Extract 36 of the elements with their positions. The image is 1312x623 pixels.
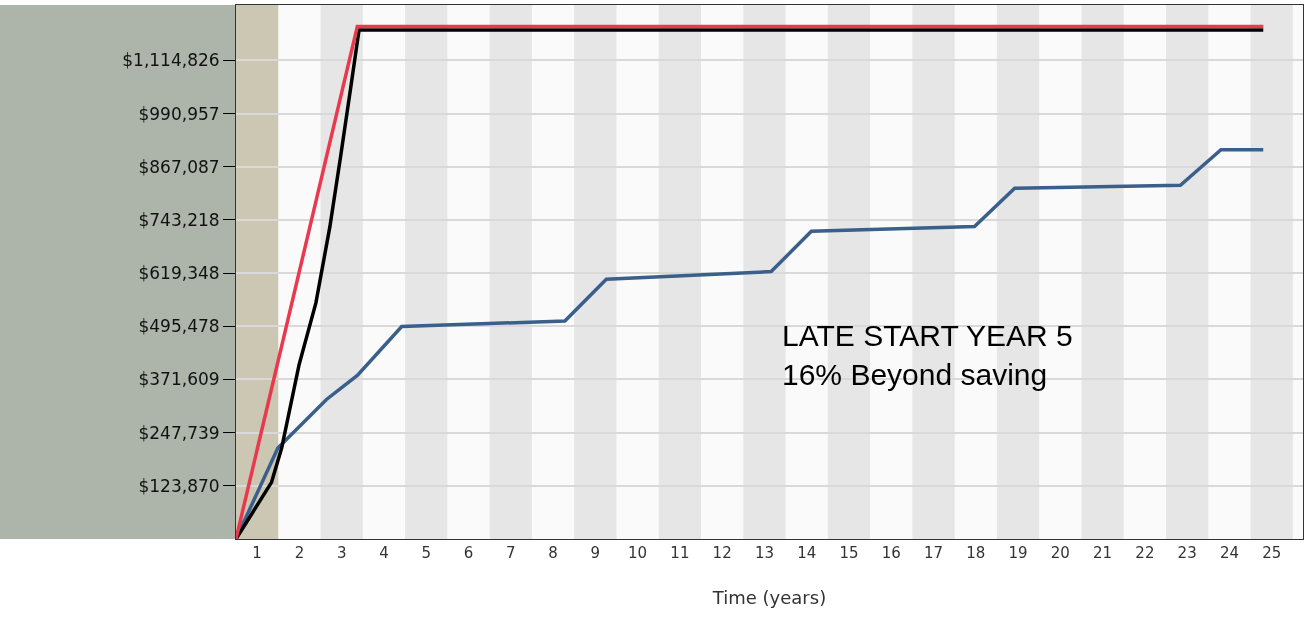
x-tick-label: 11 — [670, 544, 690, 562]
x-tick-label: 9 — [590, 544, 601, 562]
x-tick-label: 6 — [463, 544, 474, 562]
x-tick-label: 24 — [1219, 544, 1239, 562]
x-tick-label: 16 — [881, 544, 901, 562]
x-tick-label: 3 — [336, 544, 347, 562]
x-tick-label: 1 — [252, 544, 262, 562]
x-tick-label: 18 — [966, 544, 986, 562]
x-tick-label: 25 — [1262, 544, 1282, 562]
y-tick-label: $371,609 — [138, 369, 220, 390]
x-tick-label: 22 — [1135, 544, 1155, 562]
x-tick-label: 8 — [548, 544, 558, 562]
x-tick-label: 2 — [294, 544, 305, 562]
x-axis-title: Time (years) — [711, 587, 827, 609]
y-tick-label: $619,348 — [138, 263, 220, 284]
x-tick-label: 4 — [379, 544, 389, 562]
x-tick-label: 17 — [923, 544, 944, 562]
x-tick-label: 12 — [712, 544, 732, 562]
x-tick-label: 15 — [839, 544, 859, 562]
x-tick-label: 20 — [1050, 544, 1070, 562]
y-tick-label: $123,870 — [138, 475, 220, 496]
x-tick-label: 23 — [1177, 544, 1197, 562]
y-tick-label: $743,218 — [138, 209, 220, 230]
x-tick-label: 5 — [421, 544, 431, 562]
y-tick-label: $247,739 — [138, 422, 220, 443]
y-tick-label: $495,478 — [138, 316, 220, 337]
x-tick-label: 13 — [754, 544, 774, 562]
x-tick-label: 14 — [797, 544, 817, 562]
y-tick-label: $990,957 — [138, 103, 220, 124]
x-tick-label: 7 — [506, 544, 516, 562]
x-tick-label: 21 — [1093, 544, 1113, 562]
y-tick-label: $867,087 — [138, 156, 220, 177]
y-tick-label: $1,114,826 — [122, 50, 220, 71]
x-tick-label: 10 — [628, 544, 648, 562]
annotation: LATE START YEAR 5 16% Beyond saving — [782, 319, 1073, 391]
x-tick-label: 19 — [1008, 544, 1028, 562]
